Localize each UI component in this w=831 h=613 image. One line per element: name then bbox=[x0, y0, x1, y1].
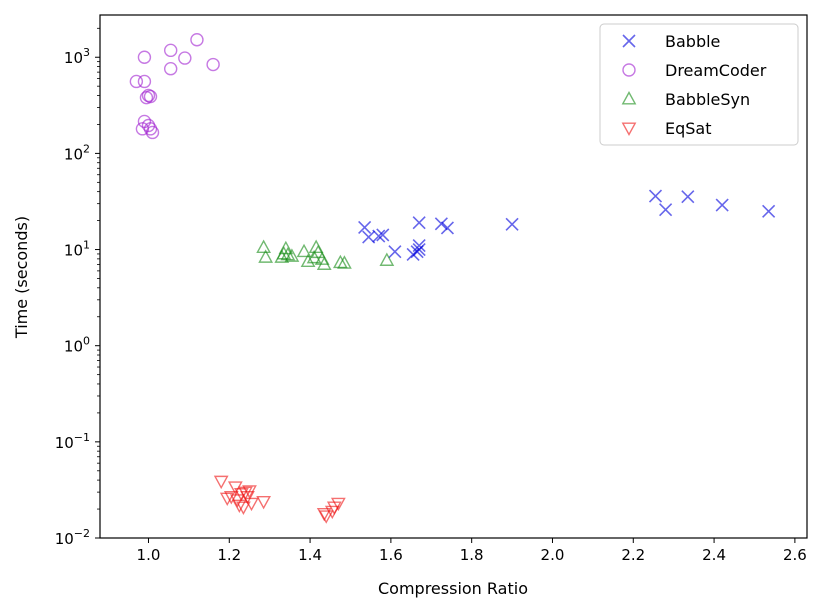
point-babble-0 bbox=[358, 220, 372, 234]
x-tick-label-8: 2.6 bbox=[783, 546, 807, 564]
x-tick-label-5: 2.0 bbox=[541, 546, 565, 564]
point-babble-4 bbox=[388, 245, 402, 259]
point-eqsat-11 bbox=[244, 497, 259, 512]
series-babble bbox=[358, 189, 776, 261]
point-babblesyn-16 bbox=[379, 252, 395, 266]
plot-frame bbox=[99, 14, 808, 539]
y-tick-label-0: 10−2 bbox=[55, 527, 90, 548]
point-dreamcoder-7 bbox=[141, 118, 156, 133]
point-dreamcoder-12 bbox=[163, 62, 178, 76]
point-babblesyn-15 bbox=[337, 255, 352, 269]
point-eqsat-17 bbox=[330, 497, 346, 512]
data-marks bbox=[129, 33, 776, 524]
x-axis-ticks: 1.0 1.2 1.4 1.6 1.8 2.0 2.2 2.4 2.6 bbox=[137, 538, 807, 564]
point-babblesyn-7 bbox=[296, 243, 312, 258]
x-tick-label-6: 2.2 bbox=[621, 546, 645, 564]
point-eqsat-6 bbox=[234, 488, 249, 502]
y-tick-label-1: 10−1 bbox=[55, 431, 90, 452]
x-tick-label-2: 1.4 bbox=[298, 546, 322, 564]
point-babblesyn-8 bbox=[300, 253, 316, 268]
point-dreamcoder-8 bbox=[143, 89, 158, 104]
point-babble-9 bbox=[412, 216, 426, 230]
x-tick-label-3: 1.6 bbox=[379, 546, 403, 564]
point-babble-17 bbox=[762, 204, 776, 218]
point-babble-5 bbox=[406, 247, 420, 261]
series-dreamcoder bbox=[129, 33, 220, 140]
point-dreamcoder-3 bbox=[137, 74, 152, 89]
point-dreamcoder-4 bbox=[137, 50, 152, 64]
point-babble-2 bbox=[372, 229, 386, 243]
y-tick-label-2: 100 bbox=[64, 335, 90, 356]
point-dreamcoder-15 bbox=[206, 57, 220, 72]
point-babble-1 bbox=[362, 230, 376, 244]
y-axis-ticks: 10−2 10−1 100 101 102 103 bbox=[55, 27, 100, 548]
point-babble-7 bbox=[412, 239, 426, 253]
point-dreamcoder-14 bbox=[190, 33, 204, 47]
point-dreamcoder-11 bbox=[163, 43, 178, 58]
point-babble-12 bbox=[505, 217, 519, 231]
point-dreamcoder-13 bbox=[178, 51, 192, 65]
legend-marker-babble bbox=[622, 34, 636, 48]
legend-marker-babblesyn bbox=[621, 91, 637, 105]
point-eqsat-7 bbox=[236, 501, 251, 515]
point-babble-16 bbox=[715, 198, 729, 212]
legend-label-dreamcoder: DreamCoder bbox=[665, 61, 767, 80]
point-babblesyn-0 bbox=[256, 239, 272, 254]
point-babble-3 bbox=[376, 228, 390, 242]
point-eqsat-9 bbox=[240, 491, 255, 505]
point-babblesyn-6 bbox=[284, 248, 300, 262]
point-dreamcoder-10 bbox=[145, 125, 160, 140]
point-babble-8 bbox=[412, 242, 426, 257]
x-tick-label-1: 1.2 bbox=[217, 546, 241, 564]
point-dreamcoder-0 bbox=[129, 74, 144, 89]
point-babble-13 bbox=[648, 189, 663, 203]
point-eqsat-12 bbox=[256, 495, 272, 510]
legend-box bbox=[599, 23, 799, 146]
point-eqsat-10 bbox=[242, 485, 257, 499]
point-eqsat-14 bbox=[318, 510, 334, 524]
point-eqsat-5 bbox=[231, 499, 247, 514]
point-babblesyn-13 bbox=[316, 256, 332, 270]
series-eqsat bbox=[213, 475, 346, 524]
point-babble-11 bbox=[440, 221, 455, 235]
legend-label-babble: Babble bbox=[665, 32, 720, 51]
point-babble-14 bbox=[659, 203, 673, 217]
legend-label-eqsat: EqSat bbox=[665, 119, 712, 138]
x-axis-label: Compression Ratio bbox=[378, 579, 528, 598]
point-eqsat-1 bbox=[219, 492, 235, 507]
legend-marker-eqsat bbox=[621, 122, 637, 136]
point-eqsat-0 bbox=[213, 475, 229, 490]
legend-label-babblesyn: BabbleSyn bbox=[665, 90, 750, 109]
point-babble-15 bbox=[681, 190, 695, 204]
x-tick-label-4: 1.8 bbox=[460, 546, 484, 564]
y-tick-label-5: 103 bbox=[64, 46, 90, 67]
x-tick-label-7: 2.4 bbox=[702, 546, 726, 564]
series-babblesyn bbox=[256, 239, 395, 270]
point-babblesyn-1 bbox=[258, 249, 274, 263]
point-eqsat-3 bbox=[227, 481, 243, 495]
point-babblesyn-5 bbox=[280, 246, 296, 261]
y-tick-label-4: 102 bbox=[64, 142, 90, 163]
point-babble-10 bbox=[434, 217, 448, 231]
y-axis-label: Time (seconds) bbox=[12, 216, 31, 339]
legend-marker-dreamcoder bbox=[622, 63, 636, 77]
legend: Babble DreamCoder BabbleSyn EqSat bbox=[599, 23, 799, 146]
point-eqsat-2 bbox=[223, 491, 239, 505]
y-tick-label-3: 101 bbox=[64, 239, 90, 260]
point-babblesyn-11 bbox=[310, 244, 326, 259]
x-tick-label-0: 1.0 bbox=[137, 546, 161, 564]
